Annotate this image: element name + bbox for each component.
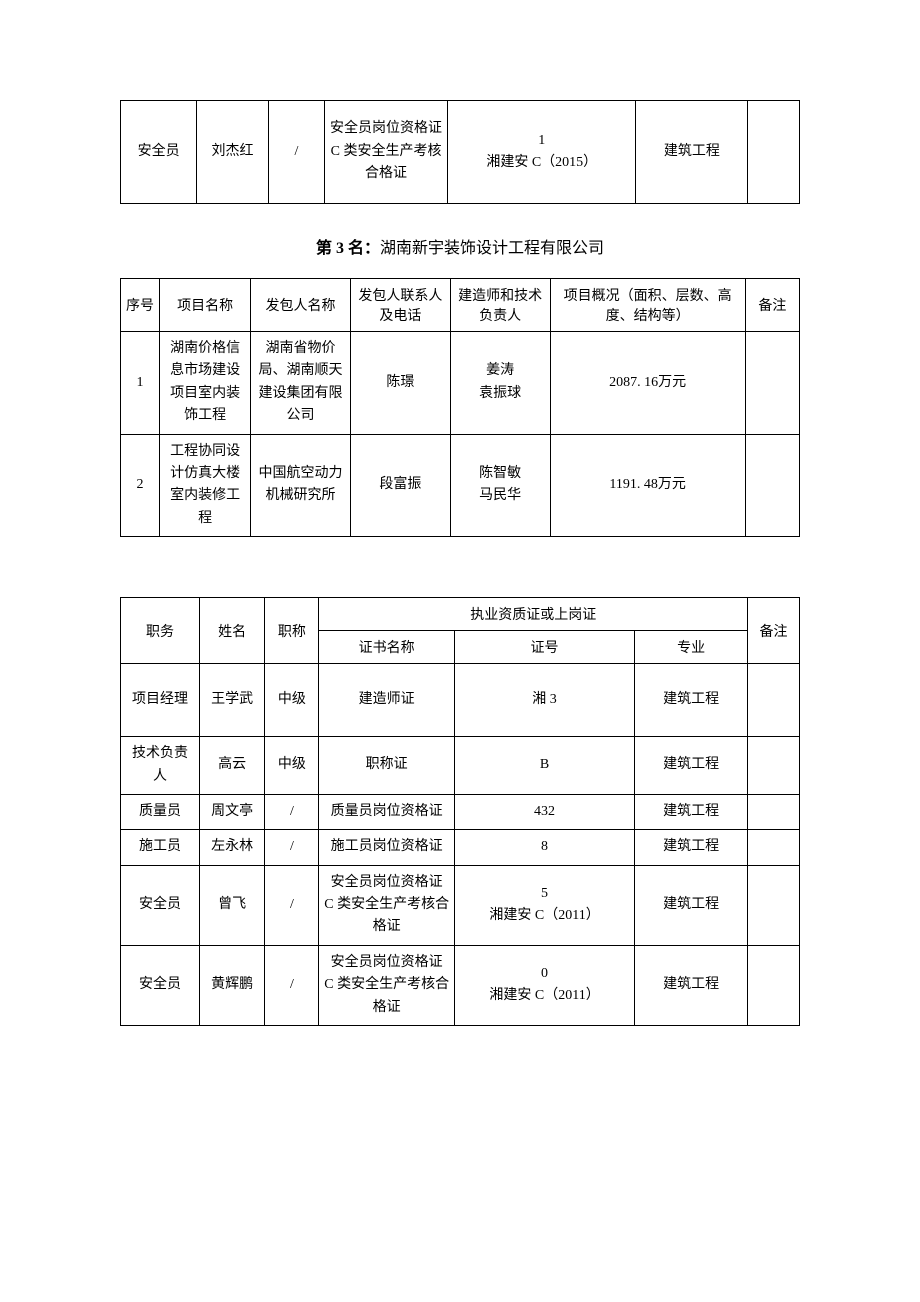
staff-row0-cert-name: 建造师证 xyxy=(319,664,454,737)
cell-role: 安全员 xyxy=(121,101,197,204)
staff-row1-remark xyxy=(748,737,800,795)
staff-row4-role: 安全员 xyxy=(121,865,200,945)
row0-contact: 陈璟 xyxy=(350,332,450,435)
header-3: 发包人联系人及电话 xyxy=(350,279,450,332)
staff-row0-name: 王学武 xyxy=(199,664,264,737)
staff-row2-remark xyxy=(748,794,800,829)
staff-row5-cert-no: 0湘建安 C（2011） xyxy=(454,945,634,1025)
staff-row3-cert-no: 8 xyxy=(454,830,634,865)
cell-cert-name: 安全员岗位资格证C 类安全生产考核合格证 xyxy=(324,101,447,204)
section-title: 第 3 名：湖南新宇装饰设计工程有限公司 xyxy=(120,234,800,258)
staff-row0-remark xyxy=(748,664,800,737)
staff-row1-major: 建筑工程 xyxy=(635,737,748,795)
row1-builder: 陈智敏马民华 xyxy=(450,434,550,537)
staff-row1-title: 中级 xyxy=(265,737,319,795)
staff-row2-major: 建筑工程 xyxy=(635,794,748,829)
header-2: 发包人名称 xyxy=(251,279,351,332)
staff-row0-role: 项目经理 xyxy=(121,664,200,737)
staff-row4-remark xyxy=(748,865,800,945)
staff-row4-major: 建筑工程 xyxy=(635,865,748,945)
staff-row2-title: / xyxy=(265,794,319,829)
staff-row0-title: 中级 xyxy=(265,664,319,737)
cell-name: 刘杰红 xyxy=(197,101,269,204)
staff-row3-name: 左永林 xyxy=(199,830,264,865)
staff-row2-cert-no: 432 xyxy=(454,794,634,829)
cell-major: 建筑工程 xyxy=(636,101,748,204)
staff-row1-cert-name: 职称证 xyxy=(319,737,454,795)
hdr-sub-2: 专业 xyxy=(635,631,748,664)
staff-row4-cert-no: 5湘建安 C（2011） xyxy=(454,865,634,945)
cell-remark xyxy=(748,101,800,204)
header-0: 序号 xyxy=(121,279,160,332)
staff-row2-role: 质量员 xyxy=(121,794,200,829)
row0-remark xyxy=(745,332,799,435)
staff-row5-major: 建筑工程 xyxy=(635,945,748,1025)
cell-cert-no: 1湘建安 C（2015） xyxy=(448,101,636,204)
company-name: 湖南新宇装饰设计工程有限公司 xyxy=(380,240,604,257)
staff-row1-name: 高云 xyxy=(199,737,264,795)
header-5: 项目概况（面积、层数、高度、结构等） xyxy=(550,279,745,332)
staff-row0-major: 建筑工程 xyxy=(635,664,748,737)
staff-row2-cert-name: 质量员岗位资格证 xyxy=(319,794,454,829)
hdr-role: 职务 xyxy=(121,598,200,664)
staff-row3-major: 建筑工程 xyxy=(635,830,748,865)
projects-table: 序号项目名称发包人名称发包人联系人及电话建造师和技术负责人项目概况（面积、层数、… xyxy=(120,278,800,537)
staff-table-fragment: 安全员刘杰红/安全员岗位资格证C 类安全生产考核合格证1湘建安 C（2015）建… xyxy=(120,100,800,204)
hdr-title: 职称 xyxy=(265,598,319,664)
row1-project: 工程协同设计仿真大楼室内装修工程 xyxy=(160,434,251,537)
staff-row2-name: 周文亭 xyxy=(199,794,264,829)
header-4: 建造师和技术负责人 xyxy=(450,279,550,332)
rank-label: 第 3 名： xyxy=(316,240,380,257)
staff-row5-title: / xyxy=(265,945,319,1025)
header-1: 项目名称 xyxy=(160,279,251,332)
hdr-name: 姓名 xyxy=(199,598,264,664)
staff-row4-title: / xyxy=(265,865,319,945)
staff-row3-title: / xyxy=(265,830,319,865)
staff-qual-table: 职务姓名职称执业资质证或上岗证备注证书名称证号专业 项目经理王学武中级建造师证湘… xyxy=(120,597,800,1026)
cell-title: / xyxy=(268,101,324,204)
row1-remark xyxy=(745,434,799,537)
staff-row4-cert-name: 安全员岗位资格证C 类安全生产考核合格证 xyxy=(319,865,454,945)
hdr-qual-group: 执业资质证或上岗证 xyxy=(319,598,748,631)
staff-row5-name: 黄辉鹏 xyxy=(199,945,264,1025)
hdr-remark: 备注 xyxy=(748,598,800,664)
hdr-sub-1: 证号 xyxy=(454,631,634,664)
staff-row5-role: 安全员 xyxy=(121,945,200,1025)
staff-row1-role: 技术负责人 xyxy=(121,737,200,795)
staff-row1-cert-no: B xyxy=(454,737,634,795)
staff-row3-remark xyxy=(748,830,800,865)
row1-overview: 1191. 48万元 xyxy=(550,434,745,537)
header-6: 备注 xyxy=(745,279,799,332)
staff-row4-name: 曾飞 xyxy=(199,865,264,945)
row0-project: 湖南价格信息市场建设项目室内装饰工程 xyxy=(160,332,251,435)
staff-row0-cert-no: 湘 3 xyxy=(454,664,634,737)
staff-row3-role: 施工员 xyxy=(121,830,200,865)
row1-contact: 段富振 xyxy=(350,434,450,537)
staff-row3-cert-name: 施工员岗位资格证 xyxy=(319,830,454,865)
row1-seq: 2 xyxy=(121,434,160,537)
hdr-sub-0: 证书名称 xyxy=(319,631,454,664)
row1-client: 中国航空动力机械研究所 xyxy=(251,434,351,537)
row0-overview: 2087. 16万元 xyxy=(550,332,745,435)
row0-client: 湖南省物价局、湖南顺天建设集团有限公司 xyxy=(251,332,351,435)
row0-builder: 姜涛袁振球 xyxy=(450,332,550,435)
staff-row5-remark xyxy=(748,945,800,1025)
row0-seq: 1 xyxy=(121,332,160,435)
staff-row5-cert-name: 安全员岗位资格证C 类安全生产考核合格证 xyxy=(319,945,454,1025)
